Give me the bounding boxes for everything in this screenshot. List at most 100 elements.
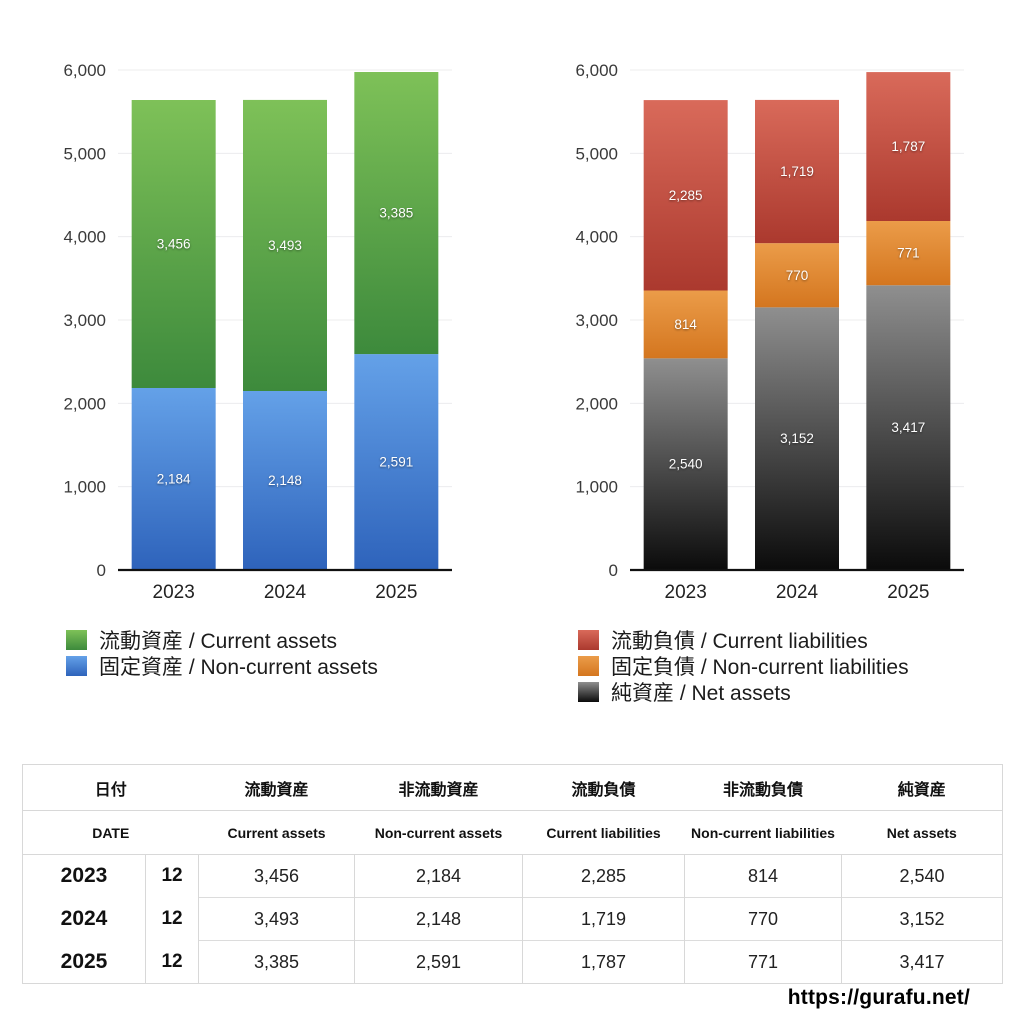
table-header-row-jp: 日付 流動資産 非流動資産 流動負債 非流動負債 純資産 bbox=[22, 764, 1003, 811]
y-tick-label: 2,000 bbox=[63, 394, 106, 413]
assets-chart: 0 1,000 2,000 3,000 4,000 5,000 6,000 2,184 3,45… bbox=[0, 0, 512, 679]
table-row: 2024 12 3,493 2,148 1,719 770 3,152 bbox=[22, 897, 1003, 941]
bar-segment bbox=[354, 72, 439, 355]
table-row: 2023 12 3,456 2,184 2,285 814 2,540 bbox=[22, 854, 1003, 898]
bar-value-label: 2,591 bbox=[379, 455, 413, 470]
y-tick-label: 2,000 bbox=[575, 394, 618, 413]
bar-value-label: 3,493 bbox=[268, 238, 302, 253]
value-cell: 2,540 bbox=[841, 854, 1003, 898]
month-cell: 12 bbox=[145, 854, 200, 898]
table-header-cell: Net assets bbox=[841, 810, 1003, 855]
table-header-cell: Current liabilities bbox=[522, 810, 685, 855]
y-tick-label: 0 bbox=[609, 561, 618, 580]
bar-value-label: 2,184 bbox=[157, 472, 191, 487]
table-header-cell: 非流動資産 bbox=[354, 764, 523, 811]
legend-label: 流動負債 / Current liabilities bbox=[611, 630, 868, 653]
bar-segment bbox=[866, 72, 951, 221]
legend-label: 流動資産 / Current assets bbox=[99, 630, 338, 653]
bar-value-label: 2,540 bbox=[669, 457, 703, 472]
liabilities-chart-svg: 0 1,000 2,000 3,000 4,000 5,000 6,000 2,540 814 2… bbox=[575, 61, 964, 603]
y-tick-label: 4,000 bbox=[63, 228, 106, 247]
month-cell: 12 bbox=[145, 940, 200, 984]
bar-segment bbox=[131, 388, 216, 570]
y-tick-label: 1,000 bbox=[575, 478, 618, 497]
legend-label: 固定負債 / Non-current liabilities bbox=[611, 656, 909, 679]
bar-segment bbox=[755, 99, 839, 244]
legend-swatch-icon bbox=[578, 630, 599, 650]
data-table: 日付 流動資産 非流動資産 流動負債 非流動負債 純資産 DATE Current asset… bbox=[22, 764, 1004, 984]
table-header-row-en: DATE Current assets Non-current assets Curr… bbox=[22, 810, 1003, 855]
table-header-cell: 日付 bbox=[22, 764, 199, 811]
table-header-cell: 流動資産 bbox=[198, 764, 355, 811]
bar-value-label: 3,385 bbox=[379, 206, 413, 221]
bar-value-label: 3,152 bbox=[780, 431, 814, 446]
value-cell: 2,148 bbox=[354, 897, 523, 941]
bar-segment bbox=[866, 285, 951, 570]
y-tick-label: 1,000 bbox=[63, 478, 106, 497]
y-tick-label: 3,000 bbox=[575, 311, 618, 330]
table-header-cell: 純資産 bbox=[841, 764, 1003, 811]
value-cell: 1,787 bbox=[522, 940, 685, 984]
x-axis-label: 2023 bbox=[153, 582, 195, 603]
x-axis-label: 2023 bbox=[665, 582, 707, 603]
bar-segment bbox=[354, 354, 439, 570]
value-cell: 1,719 bbox=[522, 897, 685, 941]
x-axis-label: 2025 bbox=[375, 582, 417, 603]
legend-item: 流動資産 / Current assets bbox=[66, 628, 378, 653]
table-header-cell: Non-current liabilities bbox=[684, 810, 842, 855]
table-header-cell: Current assets bbox=[198, 810, 355, 855]
y-tick-label: 4,000 bbox=[575, 228, 618, 247]
bar-segment bbox=[131, 100, 216, 388]
bar-segment bbox=[643, 358, 728, 570]
legend-swatch-icon bbox=[578, 682, 599, 702]
bar-segment bbox=[643, 100, 728, 291]
liabilities-legend: 流動負債 / Current liabilities 固定負債 / Non-cur… bbox=[578, 628, 909, 705]
table-header-cell: 非流動負債 bbox=[684, 764, 842, 811]
bar-value-label: 771 bbox=[897, 246, 920, 261]
legend-item: 流動負債 / Current liabilities bbox=[578, 628, 909, 653]
value-cell: 3,456 bbox=[198, 854, 355, 898]
bar-segment bbox=[243, 391, 327, 570]
value-cell: 771 bbox=[684, 940, 842, 984]
y-tick-label: 0 bbox=[97, 561, 106, 580]
legend-item: 固定負債 / Non-current liabilities bbox=[578, 654, 909, 679]
bar-segment bbox=[243, 99, 327, 392]
assets-legend: 流動資産 / Current assets 固定資産 / Non-current … bbox=[66, 628, 378, 679]
value-cell: 3,152 bbox=[841, 897, 1003, 941]
value-cell: 2,591 bbox=[354, 940, 523, 984]
bar-segment bbox=[755, 243, 839, 308]
bar-value-label: 770 bbox=[786, 268, 809, 283]
bar-value-label: 2,148 bbox=[268, 473, 302, 488]
value-cell: 3,385 bbox=[198, 940, 355, 984]
legend-item: 固定資産 / Non-current assets bbox=[66, 654, 378, 679]
x-axis-label: 2025 bbox=[887, 582, 929, 603]
table-header: 日付 流動資産 非流動資産 流動負債 非流動負債 純資産 DATE Current asset… bbox=[22, 764, 1003, 855]
y-tick-label: 6,000 bbox=[575, 61, 618, 80]
bar-segment bbox=[866, 221, 951, 286]
y-tick-label: 6,000 bbox=[63, 61, 106, 80]
legend-swatch-icon bbox=[66, 656, 87, 676]
value-cell: 3,417 bbox=[841, 940, 1003, 984]
bar-value-label: 2,285 bbox=[669, 188, 703, 203]
y-tick-label: 5,000 bbox=[63, 144, 106, 163]
table-body: 2023 12 3,456 2,184 2,285 814 2,540 2024 12 3,493… bbox=[22, 854, 1003, 984]
liabilities-chart: 0 1,000 2,000 3,000 4,000 5,000 6,000 2,540 814 2… bbox=[512, 0, 1024, 705]
bar-value-label: 1,719 bbox=[780, 164, 814, 179]
value-cell: 814 bbox=[684, 854, 842, 898]
bar-value-label: 1,787 bbox=[891, 139, 925, 154]
legend-item: 純資産 / Net assets bbox=[578, 680, 909, 705]
bar-segment bbox=[643, 290, 728, 359]
y-tick-label: 3,000 bbox=[63, 311, 106, 330]
table-header-cell: Non-current assets bbox=[354, 810, 523, 855]
value-cell: 2,184 bbox=[354, 854, 523, 898]
year-cell: 2024 bbox=[22, 897, 146, 941]
year-cell: 2023 bbox=[22, 854, 146, 898]
assets-chart-svg: 0 1,000 2,000 3,000 4,000 5,000 6,000 2,184 3,45… bbox=[63, 61, 452, 603]
value-cell: 2,285 bbox=[522, 854, 685, 898]
value-cell: 3,493 bbox=[198, 897, 355, 941]
month-cell: 12 bbox=[145, 897, 200, 941]
year-cell: 2025 bbox=[22, 940, 146, 984]
table-row: 2025 12 3,385 2,591 1,787 771 3,417 bbox=[22, 940, 1003, 984]
bar-value-label: 814 bbox=[674, 317, 697, 332]
